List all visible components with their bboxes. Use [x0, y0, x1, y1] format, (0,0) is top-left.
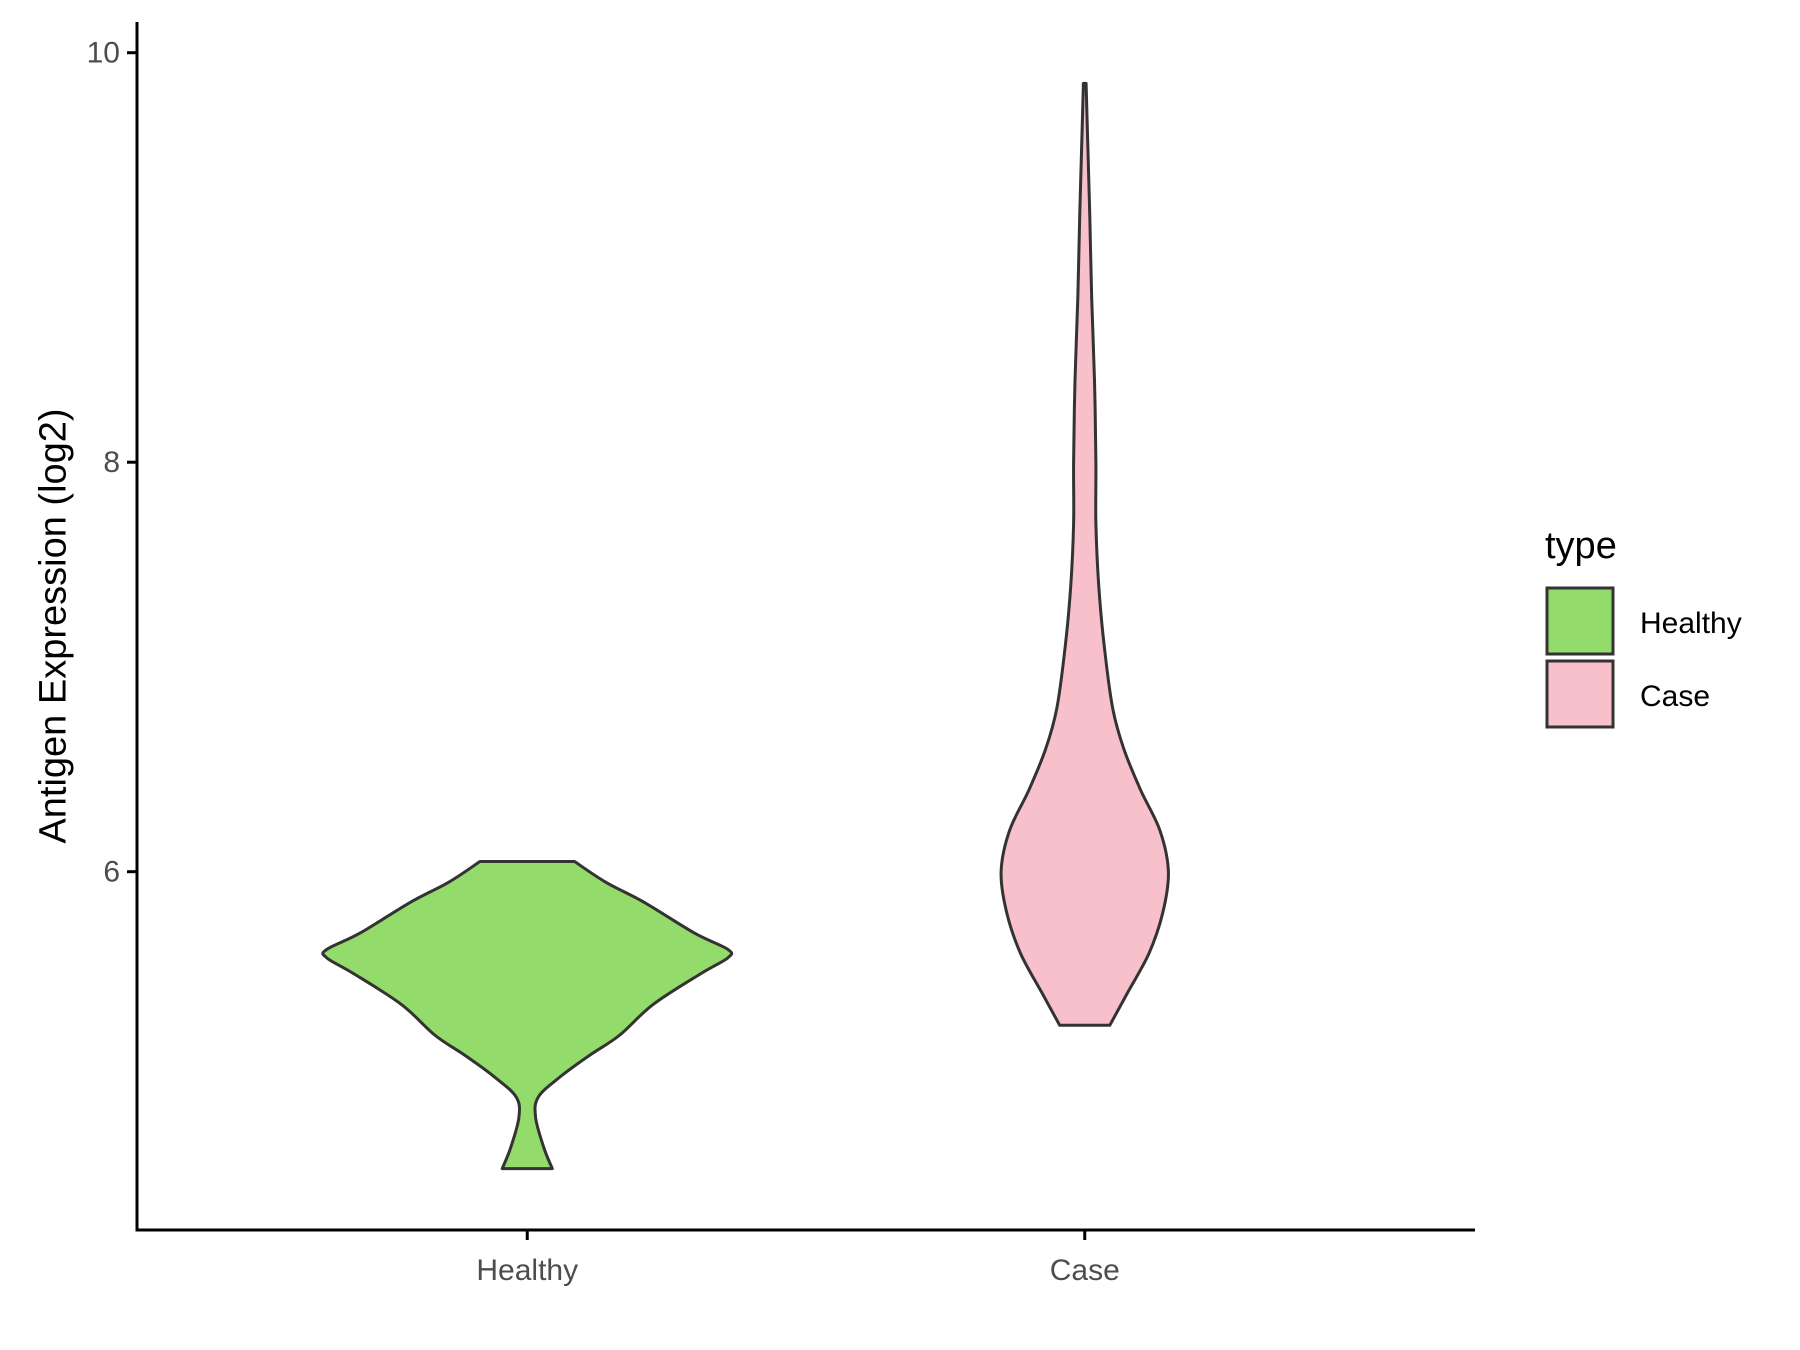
legend-swatch-healthy — [1545, 586, 1615, 656]
legend-entries: Healthy Case — [1545, 586, 1742, 729]
legend-label-case: Case — [1640, 680, 1710, 713]
legend: type Healthy Case — [1545, 525, 1742, 729]
y-tick-label: 6 — [103, 856, 120, 889]
axes — [135, 22, 1475, 1232]
x-axis-ticks: Healthy Case — [476, 1230, 1120, 1287]
legend-swatch-case — [1545, 659, 1615, 729]
x-tick-label-case: Case — [1050, 1254, 1120, 1287]
legend-entry-case: Case — [1545, 659, 1710, 729]
y-axis-ticks: 6 8 10 — [87, 37, 137, 889]
y-axis-title: Antigen Expression (log2) — [32, 408, 74, 843]
violin-case — [999, 81, 1170, 1027]
legend-entry-healthy: Healthy — [1545, 586, 1742, 656]
x-tick-label-healthy: Healthy — [476, 1254, 578, 1287]
legend-title: type — [1545, 525, 1617, 567]
violin-layer — [321, 81, 1170, 1171]
violin-healthy — [321, 860, 734, 1171]
y-tick-label: 10 — [87, 37, 120, 70]
legend-label-healthy: Healthy — [1640, 607, 1742, 640]
y-tick-label: 8 — [103, 446, 120, 479]
